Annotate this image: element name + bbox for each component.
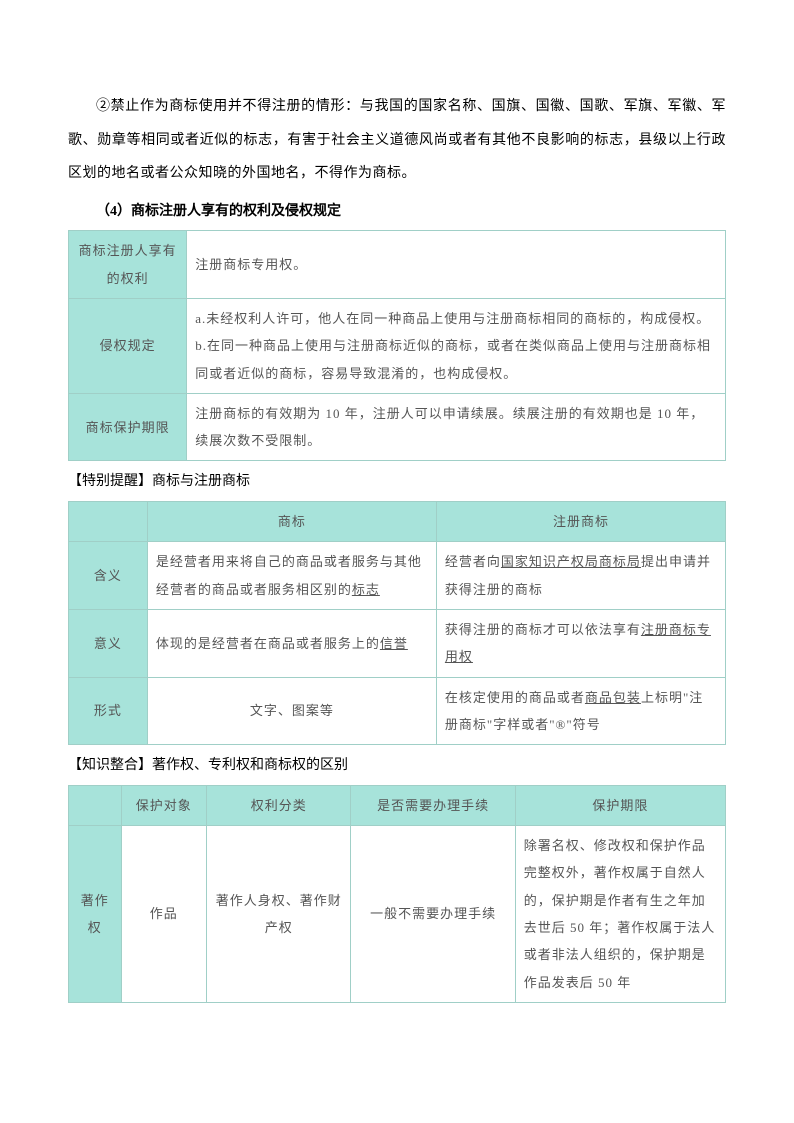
table-row: 意义 体现的是经营者在商品或者服务上的信誉 获得注册的商标才可以依法享有注册商标… <box>69 609 726 677</box>
underlined-text: 国家知识产权局商标局 <box>501 554 641 569</box>
cell-label: 著作权 <box>69 826 122 1003</box>
text: 经营者向 <box>445 554 501 569</box>
cell-value: 在核定使用的商品或者商品包装上标明"注册商标"字样或者"®"符号 <box>436 677 725 745</box>
cell-label: 意义 <box>69 609 148 677</box>
cell-value: 注册商标的有效期为 10 年，注册人可以申请续展。续展注册的有效期也是 10 年… <box>187 393 726 461</box>
cell-value: 一般不需要办理手续 <box>351 826 515 1003</box>
caption-rights-distinction: 【知识整合】著作权、专利权和商标权的区别 <box>68 749 726 783</box>
cell-value: 著作人身权、著作财产权 <box>206 826 351 1003</box>
cell-value: 获得注册的商标才可以依法享有注册商标专用权 <box>436 609 725 677</box>
text: 在核定使用的商品或者 <box>445 690 585 705</box>
header-cell <box>69 785 122 825</box>
text: 体现的是经营者在商品或者服务上的 <box>156 636 380 651</box>
table-row: 商标保护期限 注册商标的有效期为 10 年，注册人可以申请续展。续展注册的有效期… <box>69 393 726 461</box>
cell-value: 文字、图案等 <box>147 677 436 745</box>
table-header-row: 商标 注册商标 <box>69 502 726 542</box>
cell-value: 是经营者用来将自己的商品或者服务与其他经营者的商品或者服务相区别的标志 <box>147 542 436 610</box>
intro-paragraph: ②禁止作为商标使用并不得注册的情形：与我国的国家名称、国旗、国徽、国歌、军旗、军… <box>68 90 726 191</box>
cell-value: a.未经权利人许可，他人在同一种商品上使用与注册商标相同的商标的，构成侵权。b.… <box>187 298 726 393</box>
underlined-text: 信誉 <box>380 636 408 651</box>
table-row: 含义 是经营者用来将自己的商品或者服务与其他经营者的商品或者服务相区别的标志 经… <box>69 542 726 610</box>
text: 是经营者用来将自己的商品或者服务与其他经营者的商品或者服务相区别的 <box>156 554 422 596</box>
caption-trademark-vs-registered: 【特别提醒】商标与注册商标 <box>68 465 726 499</box>
header-cell: 是否需要办理手续 <box>351 785 515 825</box>
header-cell: 保护对象 <box>121 785 206 825</box>
header-cell: 商标 <box>147 502 436 542</box>
table-trademark-comparison: 商标 注册商标 含义 是经营者用来将自己的商品或者服务与其他经营者的商品或者服务… <box>68 501 726 745</box>
table-row: 商标注册人享有的权利 注册商标专用权。 <box>69 231 726 299</box>
table-rights-infringement: 商标注册人享有的权利 注册商标专用权。 侵权规定 a.未经权利人许可，他人在同一… <box>68 230 726 461</box>
cell-label: 形式 <box>69 677 148 745</box>
cell-value: 体现的是经营者在商品或者服务上的信誉 <box>147 609 436 677</box>
header-cell: 权利分类 <box>206 785 351 825</box>
table-rights-distinction: 保护对象 权利分类 是否需要办理手续 保护期限 著作权 作品 著作人身权、著作财… <box>68 785 726 1003</box>
cell-label: 含义 <box>69 542 148 610</box>
header-cell: 注册商标 <box>436 502 725 542</box>
table-row: 侵权规定 a.未经权利人许可，他人在同一种商品上使用与注册商标相同的商标的，构成… <box>69 298 726 393</box>
cell-value: 作品 <box>121 826 206 1003</box>
underlined-text: 商品包装 <box>585 690 641 705</box>
text: 获得注册的商标才可以依法享有 <box>445 622 641 637</box>
header-cell <box>69 502 148 542</box>
cell-label: 侵权规定 <box>69 298 187 393</box>
table-header-row: 保护对象 权利分类 是否需要办理手续 保护期限 <box>69 785 726 825</box>
section-4-title: （4）商标注册人享有的权利及侵权规定 <box>68 195 726 229</box>
cell-value: 经营者向国家知识产权局商标局提出申请并获得注册的商标 <box>436 542 725 610</box>
header-cell: 保护期限 <box>515 785 725 825</box>
underlined-text: 标志 <box>352 582 380 597</box>
cell-value: 除署名权、修改权和保护作品完整权外，著作权属于自然人的，保护期是作者有生之年加去… <box>515 826 725 1003</box>
cell-label: 商标保护期限 <box>69 393 187 461</box>
table-row: 著作权 作品 著作人身权、著作财产权 一般不需要办理手续 除署名权、修改权和保护… <box>69 826 726 1003</box>
cell-value: 注册商标专用权。 <box>187 231 726 299</box>
cell-label: 商标注册人享有的权利 <box>69 231 187 299</box>
table-row: 形式 文字、图案等 在核定使用的商品或者商品包装上标明"注册商标"字样或者"®"… <box>69 677 726 745</box>
